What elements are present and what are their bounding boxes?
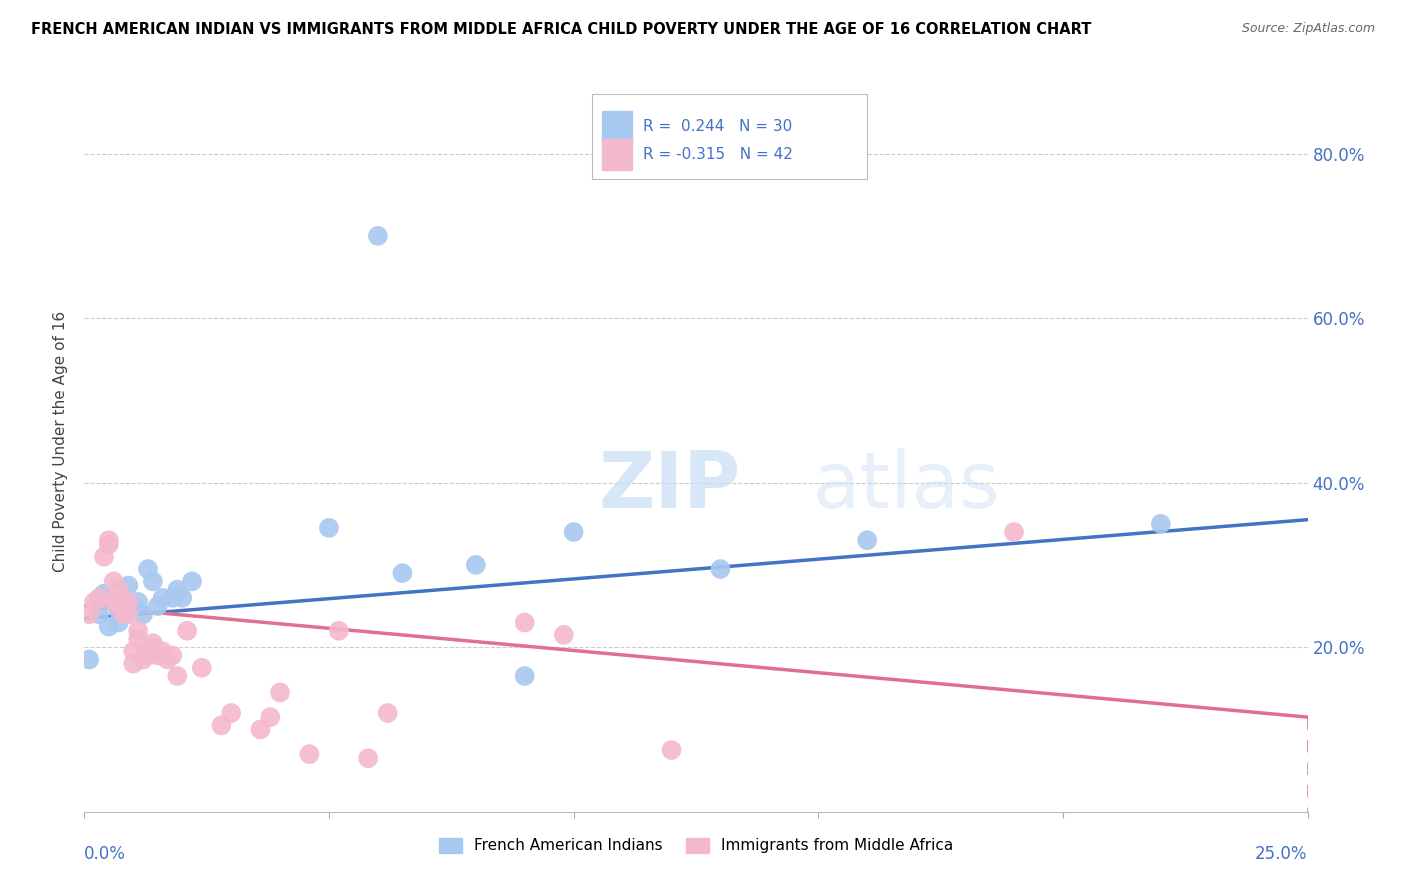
Point — [298, 747, 321, 761]
Point — [103, 595, 125, 609]
Point — [259, 710, 281, 724]
Point — [377, 706, 399, 720]
Point — [107, 599, 129, 613]
Point — [856, 533, 879, 548]
Point — [181, 574, 204, 589]
Point — [87, 607, 110, 622]
Point — [132, 652, 155, 666]
Point — [209, 718, 232, 732]
Point — [162, 648, 184, 663]
Point — [97, 619, 120, 633]
Text: atlas: atlas — [813, 448, 1000, 524]
Point — [103, 574, 125, 589]
Point — [249, 723, 271, 737]
Point — [107, 603, 129, 617]
Point — [142, 636, 165, 650]
Point — [127, 624, 149, 638]
Point — [122, 657, 145, 671]
Point — [77, 607, 100, 622]
Point — [132, 607, 155, 622]
Text: R =  0.244   N = 30: R = 0.244 N = 30 — [644, 119, 793, 134]
Point — [166, 582, 188, 597]
Point — [357, 751, 380, 765]
Point — [172, 591, 194, 605]
Text: ZIP: ZIP — [598, 448, 741, 524]
Bar — [602, 111, 633, 142]
Text: 0.0%: 0.0% — [84, 845, 127, 863]
Point — [142, 640, 165, 655]
Point — [122, 599, 145, 613]
Point — [1002, 524, 1025, 539]
Point — [513, 615, 536, 630]
Point — [391, 566, 413, 581]
Text: 25.0%: 25.0% — [1256, 845, 1308, 863]
Point — [513, 669, 536, 683]
Point — [146, 599, 169, 613]
Point — [146, 648, 169, 663]
Text: Source: ZipAtlas.com: Source: ZipAtlas.com — [1241, 22, 1375, 36]
Point — [318, 521, 340, 535]
Point — [122, 644, 145, 658]
Point — [117, 578, 139, 592]
Point — [127, 632, 149, 646]
Point — [269, 685, 291, 699]
Point — [87, 591, 110, 605]
Text: R = -0.315   N = 42: R = -0.315 N = 42 — [644, 147, 793, 161]
Point — [191, 661, 214, 675]
Point — [142, 574, 165, 589]
FancyBboxPatch shape — [592, 94, 868, 178]
Point — [77, 652, 100, 666]
Point — [97, 533, 120, 548]
Point — [112, 599, 135, 613]
Point — [117, 599, 139, 613]
Point — [162, 591, 184, 605]
Point — [166, 669, 188, 683]
Point — [464, 558, 486, 572]
Point — [103, 595, 125, 609]
Point — [553, 628, 575, 642]
Point — [93, 587, 115, 601]
Point — [107, 582, 129, 597]
Point — [156, 652, 179, 666]
Point — [328, 624, 350, 638]
Point — [117, 595, 139, 609]
Point — [136, 648, 159, 663]
Point — [83, 595, 105, 609]
Point — [117, 607, 139, 622]
Point — [1150, 516, 1173, 531]
Y-axis label: Child Poverty Under the Age of 16: Child Poverty Under the Age of 16 — [53, 311, 69, 572]
Text: FRENCH AMERICAN INDIAN VS IMMIGRANTS FROM MIDDLE AFRICA CHILD POVERTY UNDER THE : FRENCH AMERICAN INDIAN VS IMMIGRANTS FRO… — [31, 22, 1091, 37]
Bar — [602, 139, 633, 169]
Point — [152, 644, 174, 658]
Point — [112, 607, 135, 622]
Point — [219, 706, 242, 720]
Point — [136, 562, 159, 576]
Point — [112, 595, 135, 609]
Point — [127, 595, 149, 609]
Point — [152, 591, 174, 605]
Point — [176, 624, 198, 638]
Point — [97, 537, 120, 551]
Point — [709, 562, 731, 576]
Point — [367, 228, 389, 243]
Point — [93, 549, 115, 564]
Legend: French American Indians, Immigrants from Middle Africa: French American Indians, Immigrants from… — [433, 831, 959, 860]
Point — [661, 743, 683, 757]
Point — [107, 615, 129, 630]
Point — [562, 524, 585, 539]
